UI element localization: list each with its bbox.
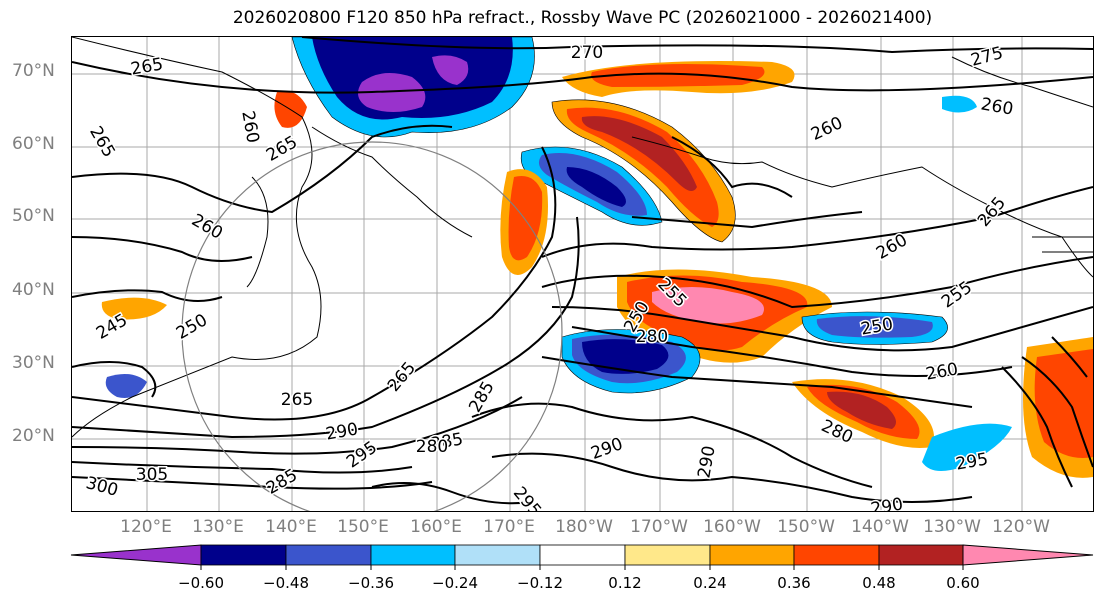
lon-label: 150°E — [337, 517, 389, 537]
contour-label: 260 — [808, 113, 846, 145]
lat-label: 40°N — [12, 280, 55, 300]
contour-label: 260 — [873, 230, 911, 264]
lon-label: 120°E — [120, 517, 172, 537]
lon-label: 130°W — [923, 517, 981, 537]
lon-label: 170°W — [630, 517, 688, 537]
colorbar-segment — [370, 544, 456, 566]
great-circle-outline — [181, 141, 563, 511]
colorbar-tick-label: −0.48 — [263, 574, 309, 592]
contour-label: 260 — [237, 109, 262, 144]
contour-label: 260 — [924, 359, 959, 384]
colorbar-tick-label: −0.60 — [178, 574, 224, 592]
contour-label: 250 — [173, 310, 211, 344]
colorbar-segment — [200, 544, 287, 566]
lon-label: 140°E — [265, 517, 317, 537]
colorbar-segments — [70, 544, 1094, 570]
lat-label: 70°N — [12, 61, 55, 81]
contour-label: 295 — [343, 438, 381, 473]
contour-label: 270 — [571, 43, 603, 63]
contour-label: 265 — [263, 132, 301, 166]
contour-label: 295 — [954, 449, 989, 474]
colorbar-tick-label: 0.36 — [777, 574, 811, 592]
lat-label: 20°N — [12, 426, 55, 446]
contour-label: 265 — [281, 390, 313, 410]
contour-label: 275 — [969, 43, 1006, 71]
contour-label: 290 — [694, 444, 719, 479]
colorbar-segment — [709, 544, 795, 566]
colorbar-extend-high — [962, 544, 1094, 566]
lon-label: 120°W — [992, 517, 1050, 537]
contour-label: 265 — [384, 358, 420, 396]
lon-label: 180°W — [555, 517, 613, 537]
contour-label: 295 — [509, 483, 545, 511]
lon-label: 130°E — [192, 517, 244, 537]
contour-label: 290 — [869, 494, 904, 511]
map-title: 2026020800 F120 850 hPa refract., Rossby… — [232, 8, 933, 28]
contour-label: 300 — [84, 473, 121, 501]
colorbar-segment — [624, 544, 711, 566]
colorbar-tick-label: −0.12 — [517, 574, 563, 592]
lon-label: 140°W — [851, 517, 909, 537]
lat-label: 50°N — [12, 206, 55, 226]
colorbar-segment — [285, 544, 372, 566]
refractivity-contours — [72, 37, 1093, 505]
map-panel[interactable]: 270 275 265 260 265 265 260 260 265 255 260 250 255 2… — [71, 36, 1094, 512]
colorbar-tick-label: −0.36 — [348, 574, 394, 592]
colorbar-tick-label: −0.24 — [432, 574, 478, 592]
colorbar-tick-label: 0.24 — [693, 574, 727, 592]
colorbar-tick-label: 0.12 — [608, 574, 642, 592]
lon-label: 150°W — [777, 517, 835, 537]
contour-label: 265 — [974, 193, 1010, 231]
contour-label: 265 — [129, 54, 164, 79]
colorbar — [70, 544, 1094, 570]
contour-label: 290 — [324, 419, 359, 444]
shaded-anomaly-field — [101, 37, 1093, 478]
colorbar-tick-label: 0.60 — [946, 574, 980, 592]
contour-label: 260 — [979, 94, 1014, 119]
lat-label: 30°N — [12, 353, 55, 373]
colorbar-tick-label: 0.48 — [862, 574, 896, 592]
contour-label: 265 — [85, 123, 119, 161]
lon-label: 170°E — [483, 517, 535, 537]
colorbar-segment — [878, 544, 964, 566]
lat-label: 60°N — [12, 134, 55, 154]
colorbar-segment — [454, 544, 541, 566]
colorbar-segment — [539, 544, 626, 566]
contour-label: 305 — [136, 465, 168, 485]
negative-anomaly-south — [922, 423, 1012, 471]
colorbar-extend-low — [70, 544, 202, 566]
contour-label: 280 — [416, 437, 448, 457]
lon-label: 160°W — [703, 517, 761, 537]
contour-label: 280 — [636, 327, 668, 347]
colorbar-segment — [793, 544, 880, 566]
lon-label: 160°E — [410, 517, 462, 537]
